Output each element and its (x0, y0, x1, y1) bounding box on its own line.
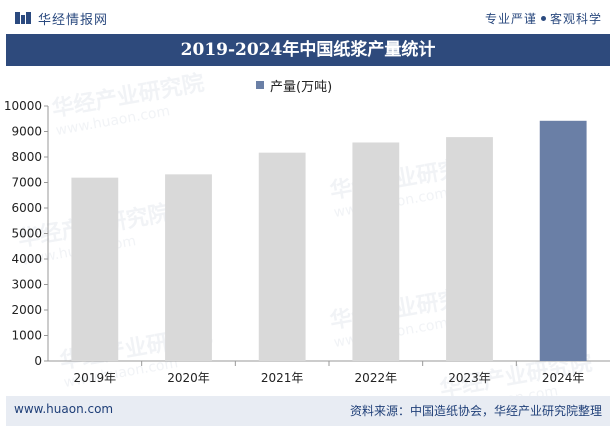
chart-title-band: 2019-2024年中国纸浆产量统计 (6, 34, 610, 66)
bar-1 (71, 177, 119, 361)
y-tick-label: 2000 (11, 303, 42, 317)
chart-legend: 产量(万吨) (256, 76, 333, 95)
footer-band (6, 396, 610, 426)
legend-label: 产量(万吨) (270, 79, 333, 95)
footer-source: 资料来源：中国造纸协会，华经产业研究院整理 (349, 404, 602, 418)
y-tick-label: 10000 (4, 99, 42, 113)
slogan-left: 专业严谨 (484, 12, 537, 26)
bar-5 (446, 137, 493, 361)
bar-2 (165, 174, 212, 361)
brand[interactable]: 华经情报网 (14, 9, 109, 28)
y-tick-label: 6000 (11, 201, 42, 215)
x-tick-label: 2023年 (448, 371, 491, 385)
bar-4 (352, 142, 400, 361)
x-tick-label: 2021年 (261, 371, 304, 385)
x-tick-label: 2024年 (542, 371, 585, 385)
y-tick-label: 4000 (11, 252, 42, 266)
bar-6 (539, 120, 587, 361)
legend-swatch (256, 81, 264, 89)
y-tick-label: 7000 (11, 176, 42, 190)
y-tick-label: 3000 (11, 278, 42, 292)
y-tick-label: 5000 (11, 227, 42, 241)
x-tick-label: 2020年 (167, 371, 210, 385)
top-bar: 华经情报网 专业严谨 客观科学 (0, 0, 616, 34)
slogan: 专业严谨 客观科学 (485, 10, 602, 27)
brand-name: 华经情报网 (38, 12, 109, 28)
huajing-logo-icon (15, 12, 31, 24)
y-tick-label: 0 (34, 354, 42, 368)
slogan-right: 客观科学 (549, 12, 602, 26)
x-tick-label: 2019年 (74, 371, 117, 385)
footer-url[interactable]: www.huaon.com (14, 402, 114, 416)
bullet-dot-icon (540, 16, 546, 21)
y-tick-label: 8000 (11, 150, 42, 164)
y-tick-label: 1000 (11, 329, 42, 343)
x-tick-label: 2022年 (355, 371, 398, 385)
bar-chart: 0 1000 2000 3000 4000 5000 6000 7000 8000 9000 100… (4, 99, 610, 385)
chart-title: 2019-2024年中国纸浆产量统计 (180, 40, 436, 60)
bar-3 (258, 152, 306, 361)
y-tick-label: 9000 (11, 125, 42, 139)
